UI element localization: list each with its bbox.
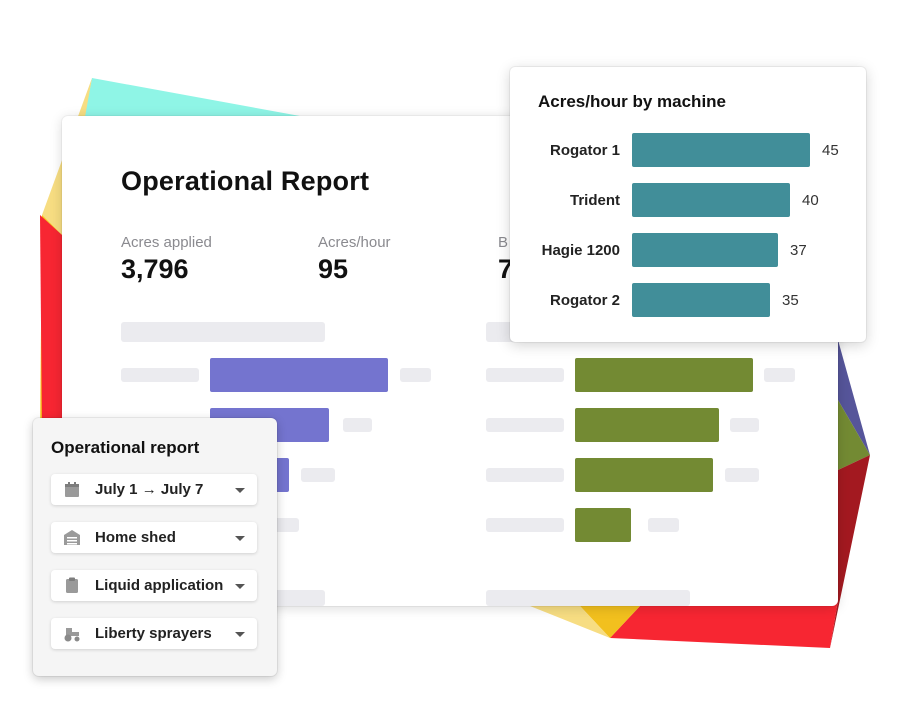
olive-bar <box>575 408 719 442</box>
machine-bar <box>632 233 778 267</box>
machine-value: 40 <box>802 192 819 209</box>
olive-bar <box>575 358 753 392</box>
stat-label: Acres/hour <box>318 234 391 251</box>
shed-icon <box>64 530 80 545</box>
placeholder-label <box>121 368 199 382</box>
placeholder-label <box>486 518 564 532</box>
acres-hour-chart-card: Acres/hour by machine Rogator 1 45 Trident… <box>510 67 866 342</box>
placeholder-value <box>725 468 759 482</box>
stat-value: 7 <box>498 254 514 284</box>
stat-value: 3,796 <box>121 254 189 284</box>
machine-label: Rogator 1 <box>549 142 620 159</box>
equipment-label: Liberty sprayers <box>95 625 212 642</box>
date-range-label: July 1 → July 7 <box>95 481 204 498</box>
application-label: Liquid application <box>95 577 224 594</box>
machine-value: 37 <box>790 242 807 259</box>
machine-label: Hagie 1200 <box>541 242 620 259</box>
stat-third: B 7 <box>498 234 513 285</box>
olive-bar <box>575 458 713 492</box>
filters-title: Operational report <box>51 438 200 457</box>
placeholder-label <box>486 468 564 482</box>
chevron-down-icon <box>235 488 245 493</box>
placeholder-value <box>301 468 335 482</box>
report-title: Operational Report <box>121 166 370 196</box>
stat-label: B <box>498 234 509 251</box>
machine-label: Rogator 2 <box>549 292 620 309</box>
date-range-dropdown[interactable]: July 1 → July 7 <box>51 474 257 505</box>
placeholder-label <box>486 418 564 432</box>
placeholder-value <box>400 368 431 382</box>
clipboard-icon <box>66 577 78 593</box>
chevron-down-icon <box>235 632 245 637</box>
placeholder-label <box>486 368 564 382</box>
machine-value: 45 <box>822 142 839 159</box>
tractor-icon <box>64 628 80 642</box>
stat-acres-hour: Acres/hour 95 <box>318 234 391 285</box>
placeholder-value <box>648 518 679 532</box>
placeholder-value <box>730 418 759 432</box>
machine-value: 35 <box>782 292 799 309</box>
equipment-dropdown[interactable]: Liberty sprayers <box>51 618 257 649</box>
placeholder-heading <box>121 322 325 342</box>
purple-bar <box>210 358 388 392</box>
shed-label: Home shed <box>95 529 176 546</box>
shed-dropdown[interactable]: Home shed <box>51 522 257 553</box>
chevron-down-icon <box>235 536 245 541</box>
machine-bar <box>632 133 810 167</box>
machine-bar <box>632 283 770 317</box>
olive-bar <box>575 508 631 542</box>
machine-label: Trident <box>569 192 620 209</box>
placeholder-value <box>343 418 372 432</box>
stat-acres-applied: Acres applied 3,796 <box>121 234 212 285</box>
calendar-icon <box>65 482 79 497</box>
filters-panel: Operational report July 1 → July 7 Home … <box>33 418 277 676</box>
machine-bar <box>632 183 790 217</box>
stat-label: Acres applied <box>121 234 212 251</box>
stat-value: 95 <box>318 254 349 284</box>
placeholder-value <box>764 368 795 382</box>
placeholder-footer <box>486 590 690 606</box>
application-dropdown[interactable]: Liquid application <box>51 570 257 601</box>
chart-title: Acres/hour by machine <box>538 92 727 111</box>
chevron-down-icon <box>235 584 245 589</box>
